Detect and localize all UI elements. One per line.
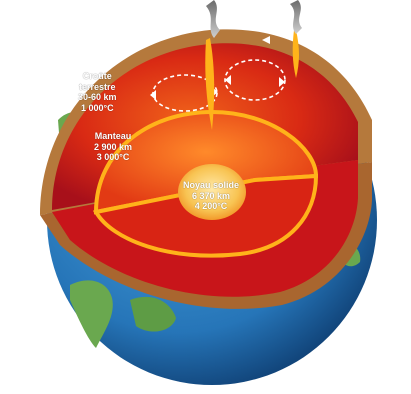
crust-name-line2: terrestre xyxy=(79,81,116,92)
plate-arrows xyxy=(262,36,330,46)
arrow-head xyxy=(279,77,285,87)
mantle-name: Manteau xyxy=(94,131,132,141)
arrow-head xyxy=(150,90,156,100)
core-name: Noyau solide xyxy=(183,180,240,190)
smoke-plume-left xyxy=(206,0,220,38)
arrow-head xyxy=(322,38,330,46)
continent-bottom xyxy=(130,296,176,332)
core-temperature: 4 200°C xyxy=(194,201,228,211)
core-radius: 6 370 km xyxy=(191,190,231,201)
magma-plume-right xyxy=(292,30,299,78)
magma-plume-left xyxy=(205,38,215,130)
smoke-plume-right xyxy=(290,0,302,34)
continent-south-america xyxy=(70,280,113,348)
core-label: Noyau solide 6 370 km 4 200°C xyxy=(183,180,239,212)
mantle-thickness: 2 900 km xyxy=(94,141,133,152)
arrow-head xyxy=(225,75,231,85)
mantle-label: Manteau 2 900 km 3 000°C xyxy=(94,131,132,163)
solid-core xyxy=(178,164,246,220)
crust-label: Croûte terrestre 30-60 km 1 000°C xyxy=(78,71,117,113)
crust-thickness: 30-60 km xyxy=(78,92,117,102)
crust-temperature: 1 000°C xyxy=(80,102,114,113)
arrow-head xyxy=(262,36,270,44)
crust-name-line1: Croûte xyxy=(82,71,112,81)
mantle-temperature: 3 000°C xyxy=(96,152,130,162)
